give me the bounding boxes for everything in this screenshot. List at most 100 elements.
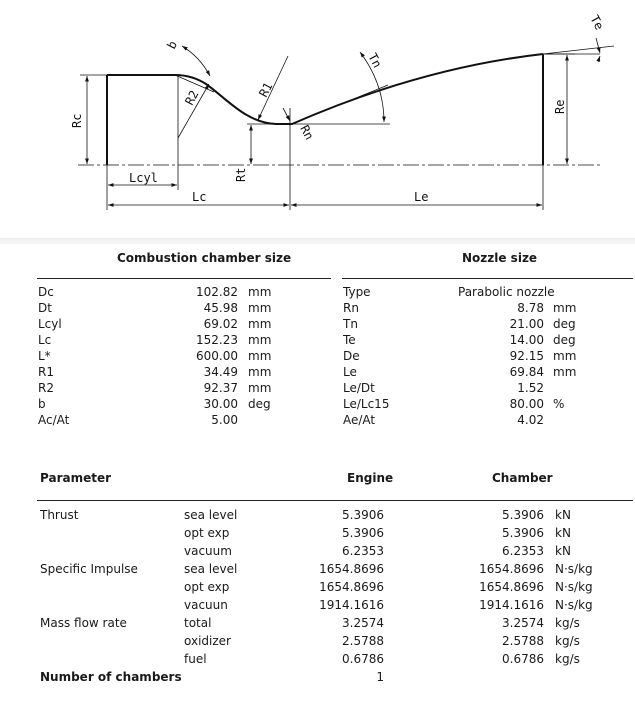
section-divider bbox=[0, 238, 635, 244]
chamber-param-unit: mm bbox=[248, 317, 272, 331]
chamber-param-unit: mm bbox=[248, 333, 272, 347]
performance-chamber-value: 1914.1616 bbox=[479, 598, 544, 612]
nozzle-size-title: Nozzle size bbox=[462, 251, 538, 265]
performance-unit: kg/s bbox=[555, 616, 580, 630]
chamber-param-name: Dc bbox=[38, 285, 54, 299]
performance-parameter: Thrust bbox=[40, 508, 79, 522]
performance-engine-value: 5.3906 bbox=[342, 508, 384, 522]
nozzle-param-value: 69.84 bbox=[509, 365, 544, 379]
performance-chamber-value: 3.2574 bbox=[502, 616, 544, 630]
chamber-param-name: Ac/At bbox=[38, 413, 70, 427]
nozzle-param-name: Tn bbox=[343, 317, 358, 331]
performance-chamber-value: 1654.8696 bbox=[479, 562, 544, 576]
chamber-param-name: b bbox=[38, 397, 46, 411]
nozzle-param-unit: deg bbox=[553, 333, 576, 347]
performance-unit: N·s/kg bbox=[555, 562, 593, 576]
label-Te: Te bbox=[587, 13, 606, 32]
number-of-chambers-value: 1 bbox=[376, 670, 384, 684]
nozzle-param-value: 4.02 bbox=[517, 413, 544, 427]
performance-unit: N·s/kg bbox=[555, 598, 593, 612]
number-of-chambers-label: Number of chambers bbox=[40, 670, 182, 684]
chamber-param-value: 92.37 bbox=[203, 381, 238, 395]
label-Le: Le bbox=[414, 190, 428, 204]
performance-condition: sea level bbox=[184, 562, 238, 576]
nozzle-param-value: 14.00 bbox=[509, 333, 544, 347]
chamber-param-name: Lcyl bbox=[38, 317, 62, 331]
header-parameter: Parameter bbox=[40, 471, 112, 485]
chamber-param-value: 5.00 bbox=[211, 413, 238, 427]
performance-unit: kg/s bbox=[555, 634, 580, 648]
nozzle-param-value: 1.52 bbox=[517, 381, 544, 395]
nozzle-param-unit: deg bbox=[553, 317, 576, 331]
chamber-contour bbox=[107, 53, 544, 125]
chamber-param-unit: mm bbox=[248, 349, 272, 363]
nozzle-param-value: 21.00 bbox=[509, 317, 544, 331]
header-engine: Engine bbox=[347, 471, 394, 485]
chamber-param-name: L* bbox=[38, 349, 51, 363]
nozzle-param-unit: mm bbox=[553, 349, 577, 363]
performance-chamber-value: 6.2353 bbox=[502, 544, 544, 558]
performance-chamber-value: 1654.8696 bbox=[479, 580, 544, 594]
performance-header-rule bbox=[37, 500, 633, 501]
label-Lcyl: Lcyl bbox=[129, 171, 158, 185]
chamber-param-unit: mm bbox=[248, 365, 272, 379]
performance-chamber-value: 5.3906 bbox=[502, 526, 544, 540]
nozzle-param-name: Type bbox=[343, 285, 371, 299]
chamber-param-unit: mm bbox=[248, 285, 272, 299]
performance-engine-value: 2.5788 bbox=[342, 634, 384, 648]
nozzle-param-unit: % bbox=[553, 397, 565, 411]
performance-condition: opt exp bbox=[184, 580, 230, 594]
chamber-param-value: 600.00 bbox=[196, 349, 238, 363]
chamber-param-unit: deg bbox=[248, 397, 271, 411]
performance-condition: vacuun bbox=[184, 598, 228, 612]
performance-engine-value: 6.2353 bbox=[342, 544, 384, 558]
performance-engine-value: 3.2574 bbox=[342, 616, 384, 630]
performance-engine-value: 5.3906 bbox=[342, 526, 384, 540]
performance-chamber-value: 0.6786 bbox=[502, 652, 544, 666]
chamber-param-value: 45.98 bbox=[203, 301, 238, 315]
chamber-param-value: 152.23 bbox=[196, 333, 238, 347]
nozzle-param-unit: mm bbox=[553, 301, 577, 315]
label-Lc: Lc bbox=[192, 190, 206, 204]
performance-parameter: Specific Impulse bbox=[40, 562, 138, 576]
nozzle-param-name: Rn bbox=[343, 301, 359, 315]
chamber-param-value: 34.49 bbox=[203, 365, 238, 379]
performance-engine-value: 1914.1616 bbox=[319, 598, 384, 612]
label-R2: R2 bbox=[182, 88, 201, 107]
performance-condition: sea level bbox=[184, 508, 238, 522]
nozzle-param-value: 80.00 bbox=[509, 397, 544, 411]
chamber-param-name: R1 bbox=[38, 365, 54, 379]
label-Rn: Rn bbox=[297, 123, 316, 142]
label-b: b bbox=[164, 38, 180, 51]
nozzle-param-name: De bbox=[343, 349, 360, 363]
performance-condition: vacuum bbox=[184, 544, 232, 558]
performance-engine-value: 0.6786 bbox=[342, 652, 384, 666]
chamber-param-unit: mm bbox=[248, 301, 272, 315]
performance-condition: oxidizer bbox=[184, 634, 231, 648]
performance-condition: total bbox=[184, 616, 212, 630]
performance-chamber-value: 2.5788 bbox=[502, 634, 544, 648]
performance-condition: opt exp bbox=[184, 526, 230, 540]
performance-unit: N·s/kg bbox=[555, 580, 593, 594]
label-Tn: Tn bbox=[365, 51, 384, 70]
header-chamber: Chamber bbox=[492, 471, 553, 485]
nozzle-param-name: Te bbox=[343, 333, 356, 347]
chamber-param-unit: mm bbox=[248, 381, 272, 395]
label-Rt: Rt bbox=[234, 168, 248, 182]
chamber-param-value: 30.00 bbox=[203, 397, 238, 411]
performance-unit: kg/s bbox=[555, 652, 580, 666]
label-Re: Re bbox=[553, 100, 567, 114]
nozzle-param-unit: mm bbox=[553, 365, 577, 379]
nozzle-param-name: Ae/At bbox=[343, 413, 376, 427]
chamber-param-name: R2 bbox=[38, 381, 54, 395]
nozzle-geometry-diagram: Rc Lcyl Lc Le b R2 R1 Rt Rn Tn Re Te bbox=[70, 13, 615, 210]
performance-unit: kN bbox=[555, 544, 571, 558]
performance-engine-value: 1654.8696 bbox=[319, 562, 384, 576]
nozzle-param-name: Le/Lc15 bbox=[343, 397, 390, 411]
chamber-param-value: 102.82 bbox=[196, 285, 238, 299]
label-R1: R1 bbox=[256, 80, 275, 99]
chamber-header-rule bbox=[37, 278, 331, 279]
nozzle-header-rule bbox=[342, 278, 633, 279]
performance-chamber-value: 5.3906 bbox=[502, 508, 544, 522]
label-Rc: Rc bbox=[70, 114, 84, 128]
